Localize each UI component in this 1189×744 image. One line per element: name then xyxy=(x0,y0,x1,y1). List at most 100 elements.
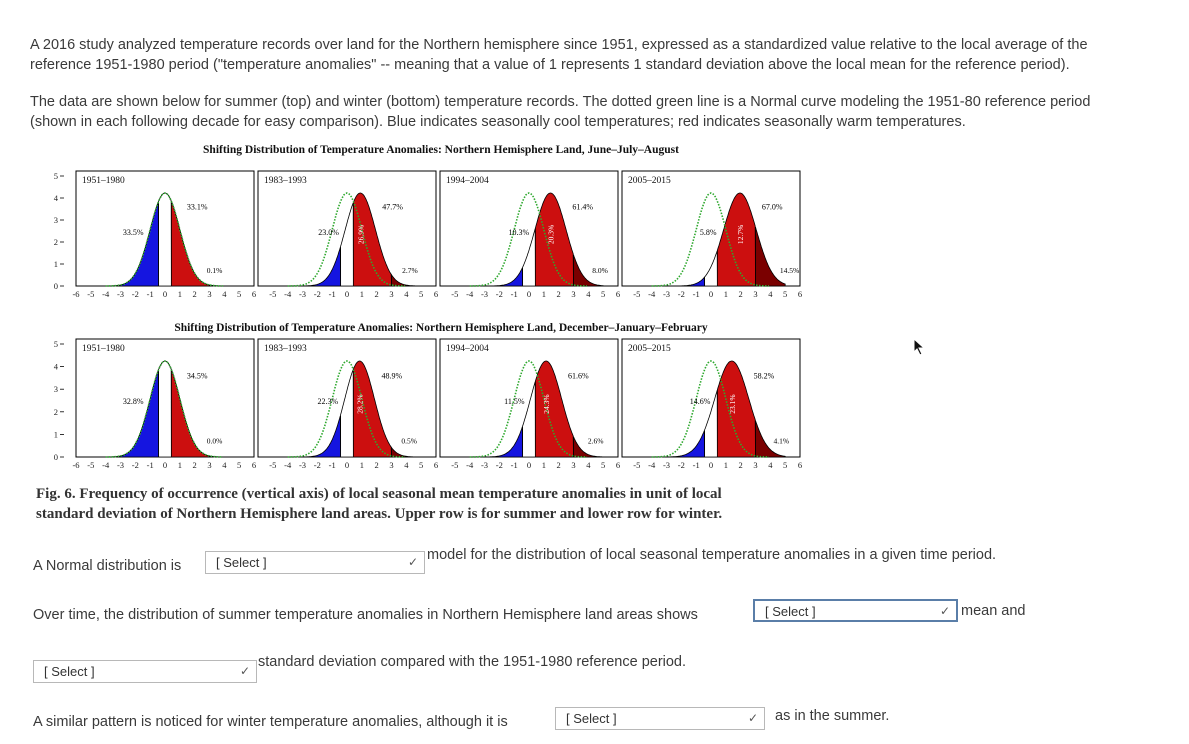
summer-row-y-tick: 4 xyxy=(54,193,59,203)
q2-select-mean[interactable]: [ Select ] ✓ xyxy=(753,599,958,622)
summer-row-x-tick: 0 xyxy=(163,289,167,299)
winter-row-warm-label: 34.5% xyxy=(187,371,208,380)
q2-prefix: Over time, the distribution of summer te… xyxy=(33,607,698,623)
winter-row-x-tick: -4 xyxy=(284,460,292,470)
summer-row-cool-label: 10.3% xyxy=(508,228,529,237)
summer-row-x-tick: 4 xyxy=(404,289,409,299)
q1-select[interactable]: [ Select ] ✓ xyxy=(205,551,425,574)
q1-prefix: A Normal distribution is xyxy=(33,558,182,574)
summer-row-warm-label: 47.7% xyxy=(382,203,403,212)
q2-mid: mean and xyxy=(961,603,1026,619)
winter-row-x-tick: 1 xyxy=(178,460,182,470)
winter-row-reference-normal-curve xyxy=(651,360,769,458)
caption-line-1: Fig. 6. Frequency of occurrence (vertica… xyxy=(36,486,722,502)
winter-row-x-tick: -3 xyxy=(663,460,670,470)
mouse-cursor-icon xyxy=(913,338,926,356)
q2-suffix: standard deviation compared with the 195… xyxy=(258,654,687,670)
q3-prefix: A similar pattern is noticed for winter … xyxy=(33,714,508,730)
summer-row-x-tick: -2 xyxy=(314,289,321,299)
summer-row-x-tick: 5 xyxy=(601,289,605,299)
summer-row-x-tick: 3 xyxy=(753,289,757,299)
summer-row-x-tick: 2 xyxy=(739,289,743,299)
summer-row-mid-label: 12.7% xyxy=(736,225,745,244)
winter-row-x-tick: -6 xyxy=(72,460,79,470)
winter-row-x-tick: 4 xyxy=(586,460,591,470)
winter-row-x-tick: 3 xyxy=(571,460,575,470)
summer-row-x-tick: 2 xyxy=(193,289,197,299)
winter-row-warm-label: 61.6% xyxy=(568,371,589,380)
summer-row-extreme-label: 8.0% xyxy=(592,266,608,275)
winter-row-x-tick: -1 xyxy=(329,460,336,470)
winter-row-x-tick: -3 xyxy=(117,460,124,470)
winter-row-extreme-label: 4.1% xyxy=(774,437,790,446)
summer-row-x-tick: -3 xyxy=(481,289,488,299)
winter-row-x-tick: 6 xyxy=(434,460,438,470)
chevron-down-icon: ✓ xyxy=(239,664,250,678)
summer-row-x-tick: -4 xyxy=(102,289,110,299)
summer-row-x-tick: 5 xyxy=(419,289,423,299)
summer-row-y-tick: 5 xyxy=(54,171,58,181)
winter-row-x-tick: -5 xyxy=(269,460,276,470)
summer-row-x-tick: 0 xyxy=(527,289,531,299)
summer-row-panel-period: 1994–2004 xyxy=(446,176,489,186)
chevron-down-icon: ✓ xyxy=(407,555,418,569)
summer-row-panel-period: 1983–1993 xyxy=(264,176,307,186)
summer-row-x-tick: -5 xyxy=(269,289,276,299)
winter-row-x-tick: 2 xyxy=(193,460,197,470)
winter-row-x-tick: 0 xyxy=(345,460,349,470)
summer-row-x-tick: -6 xyxy=(72,289,79,299)
summer-row-reference-normal-curve xyxy=(105,192,223,287)
summer-row-x-tick: 0 xyxy=(345,289,349,299)
summer-row-warm-label: 67.0% xyxy=(762,203,783,212)
summer-row-x-tick: 3 xyxy=(571,289,575,299)
winter-row-x-tick: 2 xyxy=(739,460,743,470)
summer-row-y-tick: 3 xyxy=(54,215,58,225)
winter-row-x-tick: 6 xyxy=(616,460,620,470)
chevron-down-icon: ✓ xyxy=(747,711,758,725)
summer-row-mid-label: 33.3% xyxy=(161,225,170,244)
summer-row-x-tick: -4 xyxy=(284,289,292,299)
summer-row-x-tick: -1 xyxy=(329,289,336,299)
summer-row-y-tick: 1 xyxy=(54,259,58,269)
winter-row-x-tick: 5 xyxy=(419,460,423,470)
summer-row-cool-area xyxy=(105,201,160,287)
figure-caption: Fig. 6. Frequency of occurrence (vertica… xyxy=(36,484,722,524)
winter-row-y-tick: 0 xyxy=(54,452,58,462)
q2-select-sd[interactable]: [ Select ] ✓ xyxy=(33,660,257,683)
q3-select-label: [ Select ] xyxy=(566,711,617,726)
summer-row-cool-area xyxy=(287,247,342,287)
winter-row-neutral-area xyxy=(340,369,354,458)
winter-row-extreme-label: 0.5% xyxy=(401,437,417,446)
winter-row-extreme-area xyxy=(755,420,786,458)
winter-row-x-tick: -5 xyxy=(451,460,458,470)
winter-row-mid-label: 23.1% xyxy=(728,394,737,413)
summer-row-cool-label: 23.0% xyxy=(318,228,339,237)
winter-row-warm-label: 58.2% xyxy=(754,371,775,380)
summer-row-warm-label: 33.1% xyxy=(187,203,208,212)
summer-row-x-tick: -3 xyxy=(663,289,670,299)
summer-row-x-tick: 4 xyxy=(586,289,591,299)
winter-row-cool-area xyxy=(651,430,706,458)
winter-row-x-tick: -2 xyxy=(314,460,321,470)
summer-row-warm-area xyxy=(534,192,574,287)
summer-row-mid-label: 26.9% xyxy=(356,225,365,244)
summer-row-x-tick: 5 xyxy=(237,289,241,299)
winter-row-panel-period: 1951–1980 xyxy=(82,344,125,354)
winter-row-x-tick: 1 xyxy=(724,460,728,470)
winter-row-extreme-area xyxy=(573,436,604,458)
intro-line-4: (shown in each following decade for easy… xyxy=(30,114,966,130)
winter-row-title: Shifting Distribution of Temperature Ano… xyxy=(174,322,708,334)
summer-row-x-tick: 3 xyxy=(389,289,393,299)
summer-row-reference-normal-curve xyxy=(651,192,769,287)
winter-row-x-tick: -1 xyxy=(147,460,154,470)
winter-row-x-tick: 1 xyxy=(360,460,364,470)
summer-row-extreme-area xyxy=(573,254,604,287)
q3-select[interactable]: [ Select ] ✓ xyxy=(555,707,765,730)
winter-row-y-tick: 4 xyxy=(54,362,59,372)
summer-row-warm-area xyxy=(352,192,392,287)
winter-row-warm-area xyxy=(170,369,211,458)
winter-row-cool-label: 32.8% xyxy=(123,397,144,406)
winter-row-y-tick: 1 xyxy=(54,429,58,439)
intro-line-1: A 2016 study analyzed temperature record… xyxy=(30,37,1088,53)
